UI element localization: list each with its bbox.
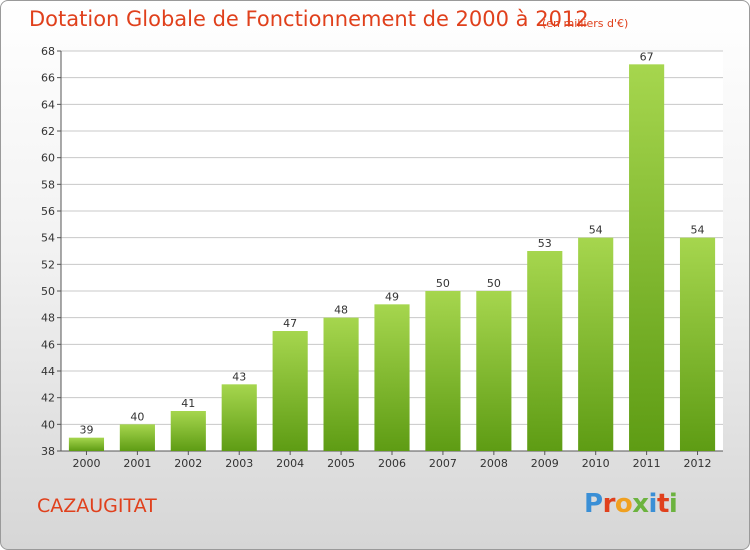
x-tick-label-2000: 2000 xyxy=(72,457,100,470)
bar-2007 xyxy=(425,291,461,451)
y-tick-label: 68 xyxy=(41,45,55,58)
x-tick-label-2004: 2004 xyxy=(276,457,304,470)
logo-letter: P xyxy=(584,489,603,519)
bar-2006 xyxy=(374,304,410,451)
y-tick-label: 54 xyxy=(41,232,55,245)
logo-letter: i xyxy=(648,489,658,519)
y-tick-label: 50 xyxy=(41,285,55,298)
y-tick-label: 60 xyxy=(41,152,55,165)
y-tick-label: 62 xyxy=(41,125,55,138)
logo-letter: t xyxy=(656,489,669,519)
chart-title: Dotation Globale de Fonctionnement de 20… xyxy=(29,7,589,31)
logo-letter: i xyxy=(668,489,678,519)
commune-name: CAZAUGITAT xyxy=(37,495,157,517)
y-tick-label: 48 xyxy=(41,312,55,325)
data-label-2009: 53 xyxy=(538,237,552,250)
x-tick-label-2010: 2010 xyxy=(582,457,610,470)
data-label-2011: 67 xyxy=(640,50,654,63)
bar-2011 xyxy=(629,64,665,452)
bar-2001 xyxy=(119,424,155,451)
y-tick-label: 52 xyxy=(41,258,55,271)
logo-letter: x xyxy=(632,489,649,519)
y-tick-label: 56 xyxy=(41,205,55,218)
data-label-2008: 50 xyxy=(487,277,501,290)
x-tick-label-2003: 2003 xyxy=(225,457,253,470)
x-tick-label-2009: 2009 xyxy=(531,457,559,470)
data-label-2003: 43 xyxy=(232,370,246,383)
bar-2004 xyxy=(272,331,308,451)
x-tick-label-2012: 2012 xyxy=(684,457,712,470)
data-label-2005: 48 xyxy=(334,304,348,317)
bar-2000 xyxy=(68,437,105,451)
logo-letter: o xyxy=(614,489,633,519)
x-tick-label-2006: 2006 xyxy=(378,457,406,470)
bar-2012 xyxy=(679,237,716,451)
data-label-2012: 54 xyxy=(691,224,705,237)
data-label-2010: 54 xyxy=(589,224,603,237)
y-tick-label: 64 xyxy=(41,98,55,111)
data-label-2001: 40 xyxy=(130,410,144,423)
y-tick-label: 40 xyxy=(41,418,55,431)
y-tick-label: 58 xyxy=(41,178,55,191)
bar-2010 xyxy=(578,237,614,451)
x-tick-label-2011: 2011 xyxy=(633,457,661,470)
data-label-2007: 50 xyxy=(436,277,450,290)
bar-2003 xyxy=(221,384,257,451)
bar-2005 xyxy=(323,317,359,451)
x-tick-label-2001: 2001 xyxy=(123,457,151,470)
x-tick-label-2002: 2002 xyxy=(174,457,202,470)
bar-2002 xyxy=(170,411,206,451)
x-tick-label-2008: 2008 xyxy=(480,457,508,470)
y-tick-label: 42 xyxy=(41,392,55,405)
data-label-2000: 39 xyxy=(79,424,93,437)
proxiti-logo: Proxiti xyxy=(584,489,678,519)
chart-subtitle: (en milliers d'€) xyxy=(542,17,629,30)
data-label-2002: 41 xyxy=(181,397,195,410)
x-tick-label-2007: 2007 xyxy=(429,457,457,470)
x-tick-label-2005: 2005 xyxy=(327,457,355,470)
y-tick-label: 46 xyxy=(41,338,55,351)
y-tick-label: 38 xyxy=(41,445,55,458)
y-tick-label: 44 xyxy=(41,365,55,378)
y-tick-label: 66 xyxy=(41,72,55,85)
logo-letter: r xyxy=(602,489,616,519)
bar-2008 xyxy=(476,291,512,451)
bar-2009 xyxy=(527,251,563,451)
data-label-2004: 47 xyxy=(283,317,297,330)
data-label-2006: 49 xyxy=(385,290,399,303)
